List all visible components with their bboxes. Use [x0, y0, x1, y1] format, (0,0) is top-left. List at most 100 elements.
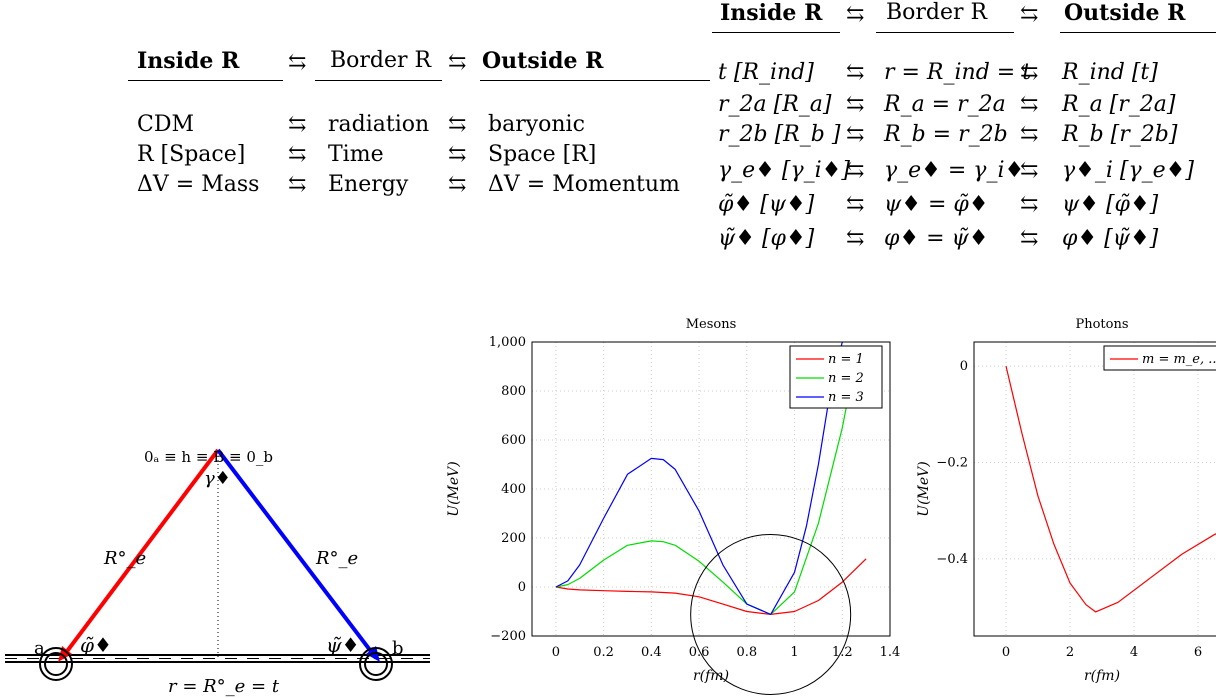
triangle-diagram: γ♦ R°_e R°_e a b φ̃♦ ψ̃♦ r = R°_e = t — [5, 448, 430, 697]
x-tick-label: 0.6 — [689, 645, 710, 660]
t1-cell: ΔV = Mass — [137, 172, 260, 197]
t2-arrow: ⇆ — [846, 60, 865, 85]
t2-cell: ψ♦ = φ̃♦ — [884, 192, 989, 217]
legend-box — [789, 345, 883, 409]
chart-title: Mesons — [686, 317, 737, 332]
t1-cell: Space [R] — [488, 142, 597, 167]
t2-cell: r = R_ind = t — [884, 60, 1032, 85]
t2-arrow: ⇆ — [1020, 122, 1039, 147]
t2-cell: R_a = r_2a — [884, 92, 1006, 117]
point-b-label: b — [392, 638, 404, 659]
t1-cell: Time — [328, 142, 384, 167]
t1-cell: radiation — [328, 112, 430, 137]
series-line — [1005, 365, 1216, 613]
t2-cell: R_a [r_2a] — [1062, 92, 1176, 117]
right-side-label: R°_e — [315, 548, 358, 569]
x-tick-label: 0 — [1002, 645, 1010, 660]
t1-cell: baryonic — [488, 112, 585, 137]
t1-arrow: ⇆ — [448, 172, 467, 197]
t2-cell: γ_e♦ = γ_i♦ — [884, 158, 1025, 183]
y-axis-label: U(MeV) — [446, 461, 462, 516]
x-tick-label: 2 — [1066, 645, 1074, 660]
gamma-label: γ♦ — [204, 468, 231, 489]
t2-arrow: ⇆ — [846, 2, 865, 27]
endpoint-b-inner — [364, 652, 388, 676]
y-tick-label: −0.2 — [936, 455, 968, 470]
phi-label: φ̃♦ — [80, 633, 112, 657]
t2-cell: γ_e♦ [γ_i♦] — [718, 158, 850, 183]
t2-arrow: ⇆ — [1020, 158, 1039, 183]
x-tick-label: 0.4 — [641, 645, 662, 660]
t1-cell: ΔV = Momentum — [488, 172, 680, 197]
annotation-circle — [690, 533, 852, 695]
t1-header-border: Border R — [330, 48, 432, 73]
t2-cell: R_b [r_2b] — [1062, 122, 1178, 147]
endpoint-b-outer — [359, 647, 393, 681]
t1-rule — [128, 80, 283, 81]
t1-cell: R [Space] — [137, 142, 246, 167]
t1-cell: Energy — [328, 172, 409, 197]
t2-rule — [876, 32, 1014, 33]
x-tick-label: 0.2 — [593, 645, 614, 660]
t1-arrow: ⇆ — [448, 112, 467, 137]
series-line — [555, 558, 867, 615]
t1-arrow: ⇆ — [288, 172, 307, 197]
t1-arrow: ⇆ — [448, 50, 467, 75]
left-side-label: R°_e — [103, 548, 146, 569]
t1-cell: CDM — [137, 112, 194, 137]
x-axis-label: r(fm) — [1084, 668, 1120, 684]
right-side-blue — [216, 448, 378, 660]
t2-arrow: ⇆ — [1020, 92, 1039, 117]
t2-arrow: ⇆ — [846, 158, 865, 183]
t2-rule — [1060, 32, 1216, 33]
photons-chart: 0 2 4 6 −0.4 −0.2 0 Photons r(fm) U(MeV) m = m_e, … — [916, 317, 1216, 684]
t1-arrow: ⇆ — [288, 50, 307, 75]
y-tick-label: −0.4 — [936, 552, 968, 567]
t2-cell: φ̃♦ [ψ♦] — [718, 192, 815, 217]
series-line — [555, 366, 855, 615]
x-tick-label: 0 — [552, 645, 560, 660]
x-tick-label: 1 — [790, 645, 798, 660]
t2-cell: ψ♦ [φ̃♦] — [1062, 192, 1159, 217]
y-tick-label: 200 — [501, 531, 526, 546]
t1-arrow: ⇆ — [448, 142, 467, 167]
psi-label: ψ̃♦ — [326, 633, 360, 657]
t2-arrow: ⇆ — [1020, 226, 1039, 251]
t2-arrow: ⇆ — [846, 226, 865, 251]
left-arrowhead — [58, 646, 72, 662]
x-tick-label: 4 — [1130, 645, 1138, 660]
t2-arrow: ⇆ — [846, 122, 865, 147]
x-tick-label: 6 — [1194, 645, 1202, 660]
t2-cell: R_b = r_2b — [884, 122, 1008, 147]
t2-arrow: ⇆ — [846, 192, 865, 217]
t2-cell: r_2a [R_a] — [718, 92, 832, 117]
plot-frame — [531, 341, 891, 637]
plot-frame — [973, 341, 1216, 637]
y-tick-label: −200 — [490, 629, 526, 644]
t1-rule — [480, 80, 710, 81]
t2-arrow: ⇆ — [1020, 192, 1039, 217]
t1-rule — [315, 80, 442, 81]
t2-header-border: Border R — [886, 0, 988, 25]
t1-arrow: ⇆ — [288, 112, 307, 137]
t2-arrow: ⇆ — [846, 92, 865, 117]
t2-cell: γ♦_i [γ_e♦] — [1062, 158, 1194, 183]
y-tick-label: 1,000 — [489, 335, 526, 350]
x-tick-label: 1.4 — [880, 645, 900, 660]
y-axis-label: U(MeV) — [916, 461, 932, 516]
left-side-red — [60, 448, 220, 660]
t1-header-outside: Outside R — [482, 48, 604, 74]
x-tick-label: 1.2 — [832, 645, 853, 660]
t2-cell: t [R_ind] — [718, 60, 814, 85]
legend-label: n = 3 — [828, 390, 864, 405]
t2-arrow: ⇆ — [1020, 60, 1039, 85]
x-axis-label: r(fm) — [693, 668, 729, 684]
legend-label: n = 1 — [828, 352, 864, 367]
t2-cell: φ♦ = ψ̃♦ — [884, 226, 989, 251]
t2-header-outside: Outside R — [1064, 0, 1186, 26]
legend-box — [1103, 345, 1216, 371]
t1-arrow: ⇆ — [288, 142, 307, 167]
series-line — [555, 342, 843, 615]
t1-header-inside: Inside R — [137, 48, 240, 74]
y-tick-label: 0 — [518, 580, 526, 595]
